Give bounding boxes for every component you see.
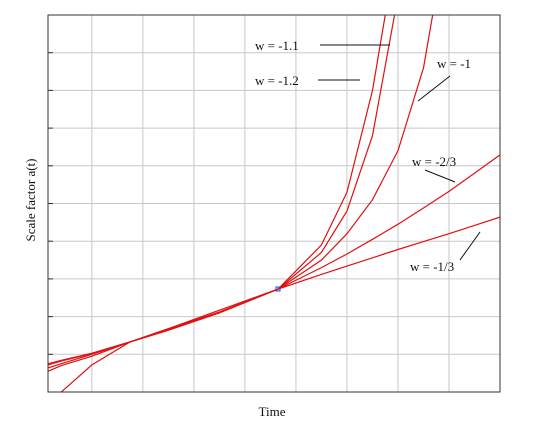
- leader-line: [417, 75, 451, 102]
- leader-line: [459, 231, 481, 261]
- series-label: w = -1/3: [410, 259, 454, 274]
- x-axis-label: Time: [259, 404, 286, 419]
- plot-frame: [47, 14, 501, 393]
- leader-line: [424, 169, 456, 183]
- series-label: w = -1.2: [255, 73, 299, 88]
- series-line: [48, 15, 396, 372]
- series-label: w = -1: [437, 56, 471, 71]
- series-line: [48, 216, 500, 369]
- series-line: [48, 15, 434, 365]
- grid: [48, 15, 500, 392]
- series-label: w = -1.1: [255, 38, 299, 53]
- series-line: [60, 15, 386, 392]
- y-axis-label: Scale factor a(t): [23, 158, 38, 241]
- series-label: w = -2/3: [412, 154, 456, 169]
- plot-lines: [48, 15, 500, 392]
- intersection-marker: [275, 286, 281, 292]
